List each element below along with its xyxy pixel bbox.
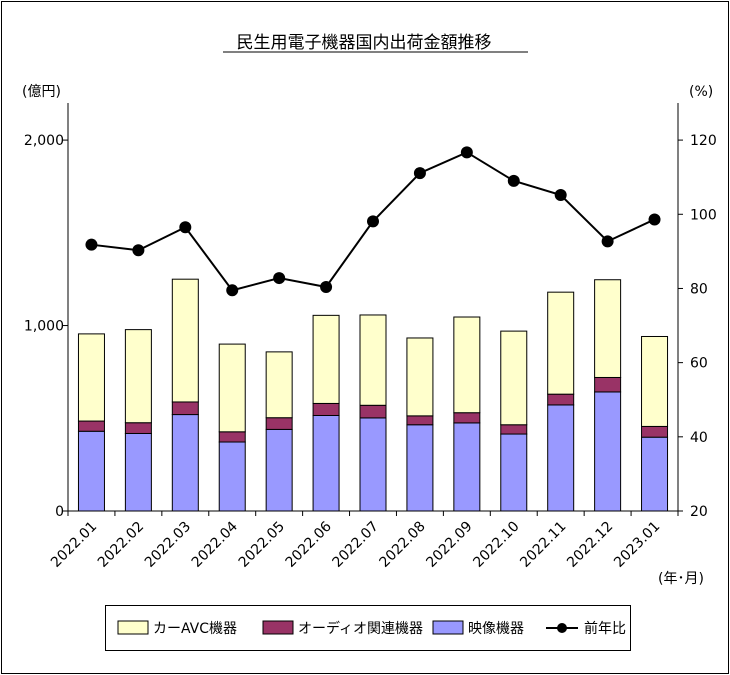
bar-audio — [171, 401, 199, 416]
yoy-point — [320, 280, 333, 293]
legend-swatch — [117, 620, 149, 635]
legend-swatch — [262, 620, 294, 635]
x-tick-label: 2022.03 — [142, 519, 194, 571]
bar-car-avc — [594, 279, 622, 378]
yoy-point — [601, 235, 614, 248]
legend-label: 映像機器 — [468, 621, 524, 637]
bar-video — [265, 428, 293, 512]
right-axis-unit: (%) — [689, 84, 713, 100]
legend-label: オーディオ関連機器 — [298, 620, 423, 637]
yoy-point — [273, 272, 286, 285]
right-tick-label: 100 — [690, 207, 717, 223]
left-tick-label: 1,000 — [24, 319, 64, 335]
x-tick-label: 2022.09 — [423, 519, 475, 571]
legend-swatch-marker — [557, 623, 567, 633]
bar-car-avc — [547, 291, 575, 395]
bar-video — [406, 424, 434, 512]
bar-car-avc — [218, 343, 246, 433]
bar-car-avc — [312, 314, 340, 404]
bar-audio — [265, 417, 293, 430]
bar-car-avc — [265, 351, 293, 419]
bar-car-avc — [77, 333, 105, 422]
legend-canvas: カーAVC機器 オーディオ関連機器 映像機器 前年比 — [117, 620, 626, 637]
bar-audio — [218, 431, 246, 443]
bar-audio — [406, 415, 434, 426]
right-tick-label: 60 — [690, 356, 708, 372]
plot-area: 01,0002,000204060801001202022.012022.022… — [24, 103, 717, 571]
bar-audio — [500, 424, 528, 435]
yoy-point — [179, 221, 192, 234]
x-axis-unit: (年･月) — [658, 571, 704, 587]
bar-video — [453, 422, 481, 512]
x-tick-label: 2022.08 — [376, 519, 428, 571]
bar-video — [641, 436, 669, 512]
legend-label: カーAVC機器 — [153, 621, 237, 637]
bar-car-avc — [359, 314, 387, 406]
right-tick-label: 120 — [690, 133, 717, 149]
bar-car-avc — [500, 330, 528, 426]
x-tick-label: 2022.07 — [330, 519, 382, 571]
yoy-point — [413, 167, 426, 180]
x-tick-label: 2022.01 — [48, 519, 100, 571]
left-tick-label: 0 — [55, 504, 64, 520]
left-axis-unit: (億円) — [22, 84, 61, 100]
bar-car-avc — [171, 278, 199, 403]
x-tick-label: 2022.11 — [517, 519, 569, 571]
x-tick-label: 2022.06 — [283, 518, 335, 570]
yoy-point — [132, 244, 145, 257]
bar-audio — [547, 393, 575, 406]
bar-audio — [594, 376, 622, 393]
yoy-point — [648, 213, 661, 226]
bar-car-avc — [641, 335, 669, 427]
x-tick-label: 2022.05 — [236, 519, 288, 571]
yoy-point — [85, 238, 98, 251]
chart-title: 民生用電子機器国内出荷金額推移 — [237, 33, 492, 53]
left-tick-label: 2,000 — [24, 133, 64, 149]
bar-video — [594, 391, 622, 512]
legend-label: 前年比 — [584, 620, 626, 637]
bar-audio — [359, 404, 387, 419]
yoy-point — [554, 188, 567, 201]
bar-audio — [124, 422, 152, 434]
legend-swatch — [432, 620, 464, 635]
x-tick-label: 2022.10 — [470, 519, 522, 571]
yoy-point — [460, 146, 473, 159]
bar-video — [124, 432, 152, 512]
bar-car-avc — [124, 329, 152, 424]
yoy-point — [367, 215, 379, 228]
bar-video — [218, 441, 246, 512]
bar-video — [312, 414, 340, 512]
bar-video — [77, 430, 105, 512]
right-tick-label: 20 — [690, 504, 708, 520]
x-tick-label: 2022.04 — [189, 518, 241, 570]
bar-audio — [641, 425, 669, 438]
bar-car-avc — [453, 316, 481, 414]
yoy-point — [507, 174, 520, 187]
bar-video — [547, 404, 575, 512]
bar-video — [359, 417, 387, 512]
bar-video — [171, 414, 199, 512]
x-tick-label: 2023.01 — [611, 519, 663, 571]
x-tick-label: 2022.12 — [564, 519, 616, 571]
bar-video — [500, 433, 528, 512]
bar-car-avc — [406, 337, 434, 417]
yoy-point — [226, 284, 239, 297]
bar-audio — [77, 420, 105, 432]
bar-audio — [453, 412, 481, 424]
right-tick-label: 80 — [690, 281, 708, 297]
bar-audio — [312, 402, 340, 416]
x-tick-label: 2022.02 — [95, 519, 147, 571]
legend: カーAVC機器 オーディオ関連機器 映像機器 前年比 — [105, 605, 631, 651]
right-tick-label: 40 — [690, 430, 708, 446]
